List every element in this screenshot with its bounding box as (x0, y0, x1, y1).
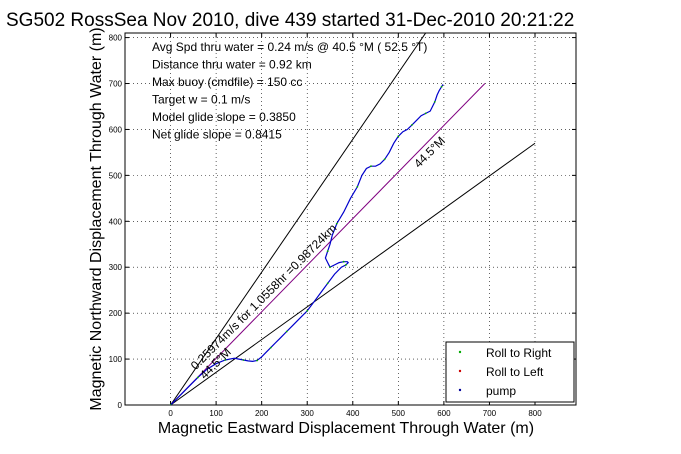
data-point (411, 123, 413, 126)
data-point (383, 158, 386, 161)
data-point (269, 346, 272, 349)
x-tick-label: 400 (346, 409, 360, 418)
data-point (169, 404, 172, 405)
y-tick-label: 100 (109, 355, 123, 364)
info-block: Avg Spd thru water = 0.24 m/s @ 40.5 °M … (152, 40, 427, 142)
x-tick-label: 0 (168, 409, 173, 418)
y-tick-label: 800 (109, 34, 123, 43)
x-tick-label: 600 (437, 409, 451, 418)
data-point (424, 112, 427, 115)
legend-marker (458, 388, 462, 392)
data-point (440, 85, 443, 88)
x-tick-label: 200 (255, 409, 269, 418)
legend-box (445, 341, 575, 403)
reference-line (170, 33, 427, 405)
data-point (196, 376, 199, 379)
y-tick-label: 300 (109, 263, 123, 272)
data-point (370, 165, 372, 168)
chart-title: SG502 RossSea Nov 2010, dive 439 started… (6, 10, 574, 31)
legend-marker (458, 350, 462, 354)
y-tick-label: 400 (109, 217, 123, 226)
info-line: Target w = 0.1 m/s (152, 93, 250, 107)
reference-lines (170, 33, 536, 405)
legend-marker (458, 369, 462, 373)
x-tick-label: 800 (528, 409, 542, 418)
data-point (256, 359, 259, 362)
legend-label: pump (486, 384, 516, 398)
series-line (170, 84, 444, 405)
x-tick-label: 100 (209, 409, 223, 418)
series-group (169, 84, 444, 405)
data-point (356, 185, 359, 188)
data-point (326, 282, 329, 285)
data-point (224, 359, 227, 361)
y-axis-label: Magnetic Northward Displacement Through … (88, 27, 105, 410)
y-tick-label: 600 (109, 125, 123, 134)
data-point (285, 330, 288, 333)
legend: Roll to Right Roll to Left pump (445, 341, 575, 403)
data-point (335, 222, 338, 225)
x-tick-label: 300 (301, 409, 315, 418)
data-point (345, 264, 347, 266)
reference-line (170, 83, 486, 405)
x-tick-label: 700 (483, 409, 497, 418)
legend-label: Roll to Left (486, 365, 544, 379)
y-tick-label: 200 (109, 309, 123, 318)
y-tick-label: 0 (118, 401, 123, 410)
info-line: Avg Spd thru water = 0.24 m/s @ 40.5 °M … (152, 40, 427, 54)
x-axis-label: Magnetic Eastward Displacement Through W… (158, 420, 534, 437)
y-tick-label: 700 (109, 80, 123, 89)
data-point (242, 359, 245, 361)
info-line: Model glide slope = 0.3850 (152, 110, 296, 124)
y-tick-label: 500 (109, 171, 123, 180)
data-point (306, 309, 309, 312)
legend-label: Roll to Right (486, 346, 552, 360)
axis-ticks: 0 100 200 300 400 500 600 700 800 0 100 200 300 400 50… (109, 33, 576, 418)
reference-line (170, 142, 536, 405)
data-point (397, 135, 400, 138)
data-point (433, 100, 436, 103)
info-line: Max buoy (cmdfile) = 150 cc (152, 75, 302, 89)
data-point (329, 266, 331, 269)
data-point (326, 250, 329, 253)
x-tick-label: 500 (392, 409, 406, 418)
info-line: Distance thru water = 0.92 km (152, 58, 312, 72)
info-line: Net glide slope = 0.8415 (152, 128, 282, 142)
data-point (342, 260, 345, 263)
